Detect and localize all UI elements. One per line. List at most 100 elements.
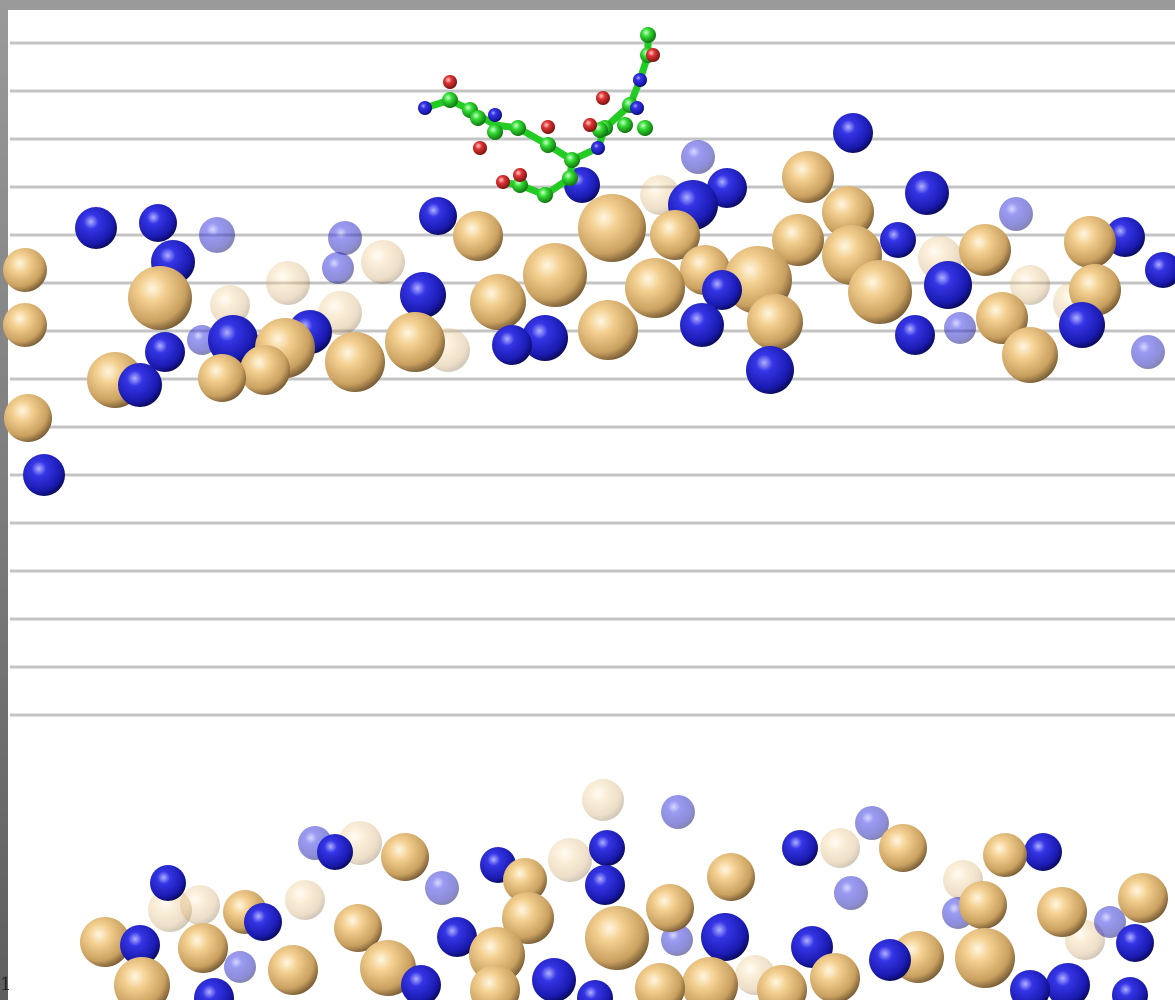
blue-atom: [400, 272, 446, 318]
faded-atom: [661, 795, 695, 829]
faded-atom: [328, 221, 362, 255]
blue-atom: [1059, 302, 1105, 348]
carbon: [617, 117, 633, 133]
nitrogen: [418, 101, 432, 115]
tan-atom: [381, 833, 429, 881]
tan-atom: [983, 833, 1027, 877]
faded-atom: [224, 951, 256, 983]
tan-atom: [470, 274, 526, 330]
blue-atom: [782, 830, 818, 866]
faded-atom: [425, 871, 459, 905]
blue-atom: [1116, 924, 1154, 962]
oxygen: [473, 141, 487, 155]
blue-atom: [150, 865, 186, 901]
carbon: [470, 110, 486, 126]
viewer: 1: [0, 0, 1175, 1000]
faded-atom: [820, 828, 860, 868]
blue-atom: [1024, 833, 1062, 871]
faded-atom: [361, 240, 405, 284]
faded-atom: [199, 217, 235, 253]
blue-atom: [746, 346, 794, 394]
tan-atom: [585, 906, 649, 970]
blue-atom: [532, 958, 576, 1000]
carbon: [637, 120, 653, 136]
blue-atom: [492, 325, 532, 365]
tan-atom: [4, 394, 52, 442]
blue-atom: [23, 454, 65, 496]
carbon: [510, 120, 526, 136]
carbon: [442, 92, 458, 108]
blue-atom: [701, 913, 749, 961]
blue-atom: [419, 197, 457, 235]
blue-atom: [924, 261, 972, 309]
carbon: [537, 187, 553, 203]
nitrogen: [630, 101, 644, 115]
oxygen: [443, 75, 457, 89]
carbon: [562, 170, 578, 186]
blue-atom: [244, 903, 282, 941]
carbon: [487, 124, 503, 140]
blue-atom: [880, 222, 916, 258]
oxygen: [646, 48, 660, 62]
tan-atom: [747, 294, 803, 350]
oxygen: [596, 91, 610, 105]
tan-atom: [578, 300, 638, 360]
tan-atom: [1037, 887, 1087, 937]
tan-atom: [1002, 327, 1058, 383]
tan-atom: [578, 194, 646, 262]
faded-atom: [1131, 335, 1165, 369]
tan-atom: [1118, 873, 1168, 923]
faded-atom: [999, 197, 1033, 231]
tan-atom: [646, 884, 694, 932]
faded-atom: [944, 312, 976, 344]
faded-atom: [582, 779, 624, 821]
tan-atom: [198, 354, 246, 402]
blue-atom: [118, 363, 162, 407]
tan-atom: [240, 345, 290, 395]
faded-atom: [266, 261, 310, 305]
blue-atom: [905, 171, 949, 215]
tan-atom: [178, 923, 228, 973]
blue-atom: [895, 315, 935, 355]
tan-atom: [128, 266, 192, 330]
carbon: [564, 152, 580, 168]
tan-atom: [959, 224, 1011, 276]
blue-atom: [139, 204, 177, 242]
tan-atom: [325, 332, 385, 392]
nitrogen: [633, 73, 647, 87]
faded-atom: [322, 252, 354, 284]
blue-atom: [833, 113, 873, 153]
tan-atom: [879, 824, 927, 872]
tan-atom: [3, 303, 47, 347]
oxygen: [541, 120, 555, 134]
faded-atom: [180, 885, 220, 925]
blue-atom: [869, 939, 911, 981]
faded-atom: [548, 838, 592, 882]
oxygen: [496, 175, 510, 189]
nitrogen: [591, 141, 605, 155]
tan-atom: [385, 312, 445, 372]
tan-atom: [782, 151, 834, 203]
blue-atom: [585, 865, 625, 905]
nitrogen: [488, 108, 502, 122]
faded-atom: [681, 140, 715, 174]
blue-atom: [75, 207, 117, 249]
faded-atom: [834, 876, 868, 910]
tan-atom: [707, 853, 755, 901]
blue-atom: [680, 303, 724, 347]
tan-atom: [3, 248, 47, 292]
tan-atom: [959, 881, 1007, 929]
tan-atom: [268, 945, 318, 995]
faded-atom: [285, 880, 325, 920]
corner-label: 1: [0, 974, 11, 995]
tan-atom: [955, 928, 1015, 988]
blue-atom: [317, 834, 353, 870]
carbon: [540, 137, 556, 153]
tan-atom: [625, 258, 685, 318]
oxygen: [513, 168, 527, 182]
page: {"corner_label": "1"} 1 (() => { const d…: [0, 0, 1175, 1000]
tan-atom: [1064, 216, 1116, 268]
tan-atom: [523, 243, 587, 307]
tan-atom: [453, 211, 503, 261]
carbon: [640, 27, 656, 43]
